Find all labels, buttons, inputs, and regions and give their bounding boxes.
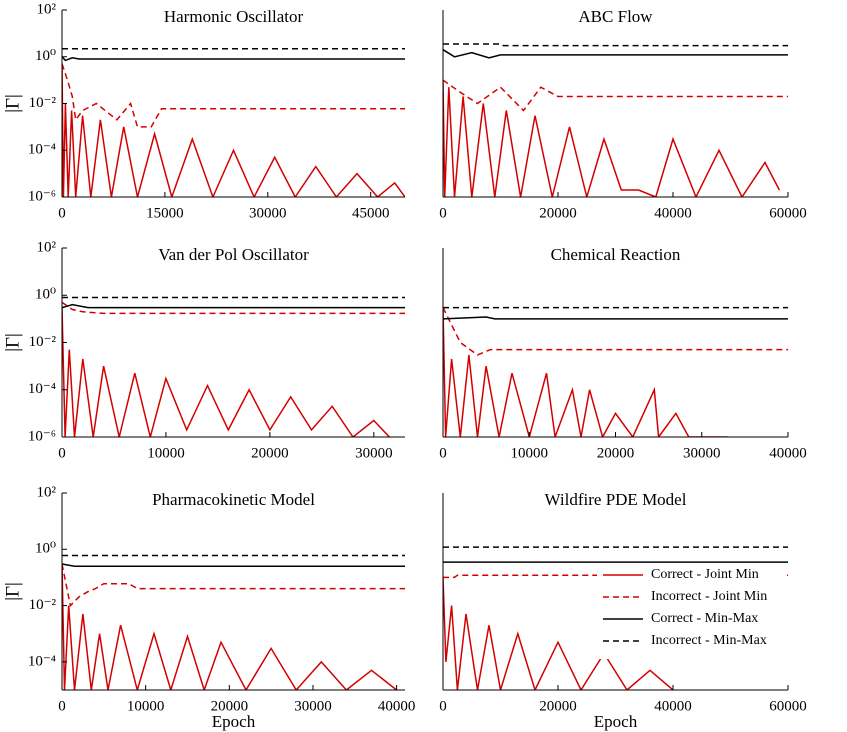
series-line xyxy=(443,307,788,356)
x-tick-label: 40000 xyxy=(378,698,416,714)
y-tick-label: 10⁻² xyxy=(29,597,57,613)
panel-title: Chemical Reaction xyxy=(551,245,681,264)
x-tick-label: 20000 xyxy=(597,445,635,461)
x-tick-label: 45000 xyxy=(352,205,390,221)
series-line xyxy=(62,563,398,690)
series-line xyxy=(62,56,405,62)
x-tick-label: 40000 xyxy=(769,445,807,461)
plot-area xyxy=(62,47,405,197)
series-line xyxy=(62,301,405,315)
series-line xyxy=(443,43,788,47)
y-tick-label: 10⁻⁶ xyxy=(28,188,56,204)
x-tick-label: 60000 xyxy=(769,698,807,714)
panel-title: ABC Flow xyxy=(578,7,653,26)
y-tick-label: 10⁻⁶ xyxy=(28,428,56,444)
panel-title: Pharmacokinetic Model xyxy=(152,490,315,509)
x-tick-label: 30000 xyxy=(249,205,287,221)
series-line xyxy=(443,307,728,437)
x-tick-label: 0 xyxy=(439,445,447,461)
x-tick-label: 30000 xyxy=(355,445,393,461)
x-tick-label: 0 xyxy=(58,698,66,714)
legend-label: Incorrect - Joint Min xyxy=(651,589,767,604)
y-tick-label: 10⁰ xyxy=(35,48,56,64)
series-line xyxy=(62,563,405,567)
plot-area xyxy=(62,554,405,690)
x-tick-label: 60000 xyxy=(769,205,807,221)
x-tick-label: 10000 xyxy=(511,445,549,461)
y-axis-label: |Γ| xyxy=(2,333,23,352)
legend-box xyxy=(597,563,787,659)
plot-area xyxy=(62,296,405,437)
x-tick-label: 0 xyxy=(58,205,66,221)
legend-label: Incorrect - Min-Max xyxy=(651,633,767,648)
series-line xyxy=(62,303,405,309)
x-tick-label: 10000 xyxy=(147,445,185,461)
panel-title: Van der Pol Oscillator xyxy=(158,245,309,264)
y-tick-label: 10⁻⁴ xyxy=(28,142,56,158)
series-line xyxy=(62,307,390,437)
y-tick-label: 10² xyxy=(37,484,57,500)
y-tick-label: 10⁻² xyxy=(29,95,57,111)
x-tick-label: 15000 xyxy=(146,205,184,221)
series-line xyxy=(443,49,788,59)
panel-title: Harmonic Oscillator xyxy=(164,7,304,26)
y-tick-label: 10⁻⁴ xyxy=(28,381,56,397)
x-tick-label: 30000 xyxy=(294,698,332,714)
y-axis-label: |Γ| xyxy=(2,582,23,601)
y-tick-label: 10⁰ xyxy=(35,287,56,303)
x-tick-label: 0 xyxy=(439,698,447,714)
series-line xyxy=(443,80,781,197)
y-axis-label: |Γ| xyxy=(2,94,23,113)
y-tick-label: 10² xyxy=(37,1,57,17)
series-line xyxy=(62,563,405,608)
x-axis-label: Epoch xyxy=(594,712,638,731)
x-tick-label: 30000 xyxy=(683,445,721,461)
x-tick-label: 40000 xyxy=(654,698,692,714)
y-tick-label: 10⁰ xyxy=(35,541,56,557)
series-line xyxy=(443,316,788,320)
y-tick-label: 10² xyxy=(37,239,57,255)
plot-area xyxy=(443,306,788,437)
panel-title: Wildfire PDE Model xyxy=(545,490,687,509)
legend-label: Correct - Min-Max xyxy=(651,611,758,626)
series-line xyxy=(443,577,674,690)
series-line xyxy=(62,63,405,128)
series-line xyxy=(443,79,788,112)
x-tick-label: 40000 xyxy=(654,205,692,221)
x-tick-label: 0 xyxy=(439,205,447,221)
x-tick-label: 20000 xyxy=(539,205,577,221)
y-tick-label: 10⁻⁴ xyxy=(28,653,56,669)
plot-area xyxy=(443,43,788,197)
x-tick-label: 20000 xyxy=(251,445,289,461)
y-tick-label: 10⁻² xyxy=(29,334,57,350)
series-line xyxy=(62,63,405,197)
x-axis-label: Epoch xyxy=(212,712,256,731)
x-tick-label: 20000 xyxy=(539,698,577,714)
x-tick-label: 20000 xyxy=(211,698,249,714)
legend-label: Correct - Joint Min xyxy=(651,567,759,582)
x-tick-label: 10000 xyxy=(127,698,165,714)
x-tick-label: 0 xyxy=(58,445,66,461)
